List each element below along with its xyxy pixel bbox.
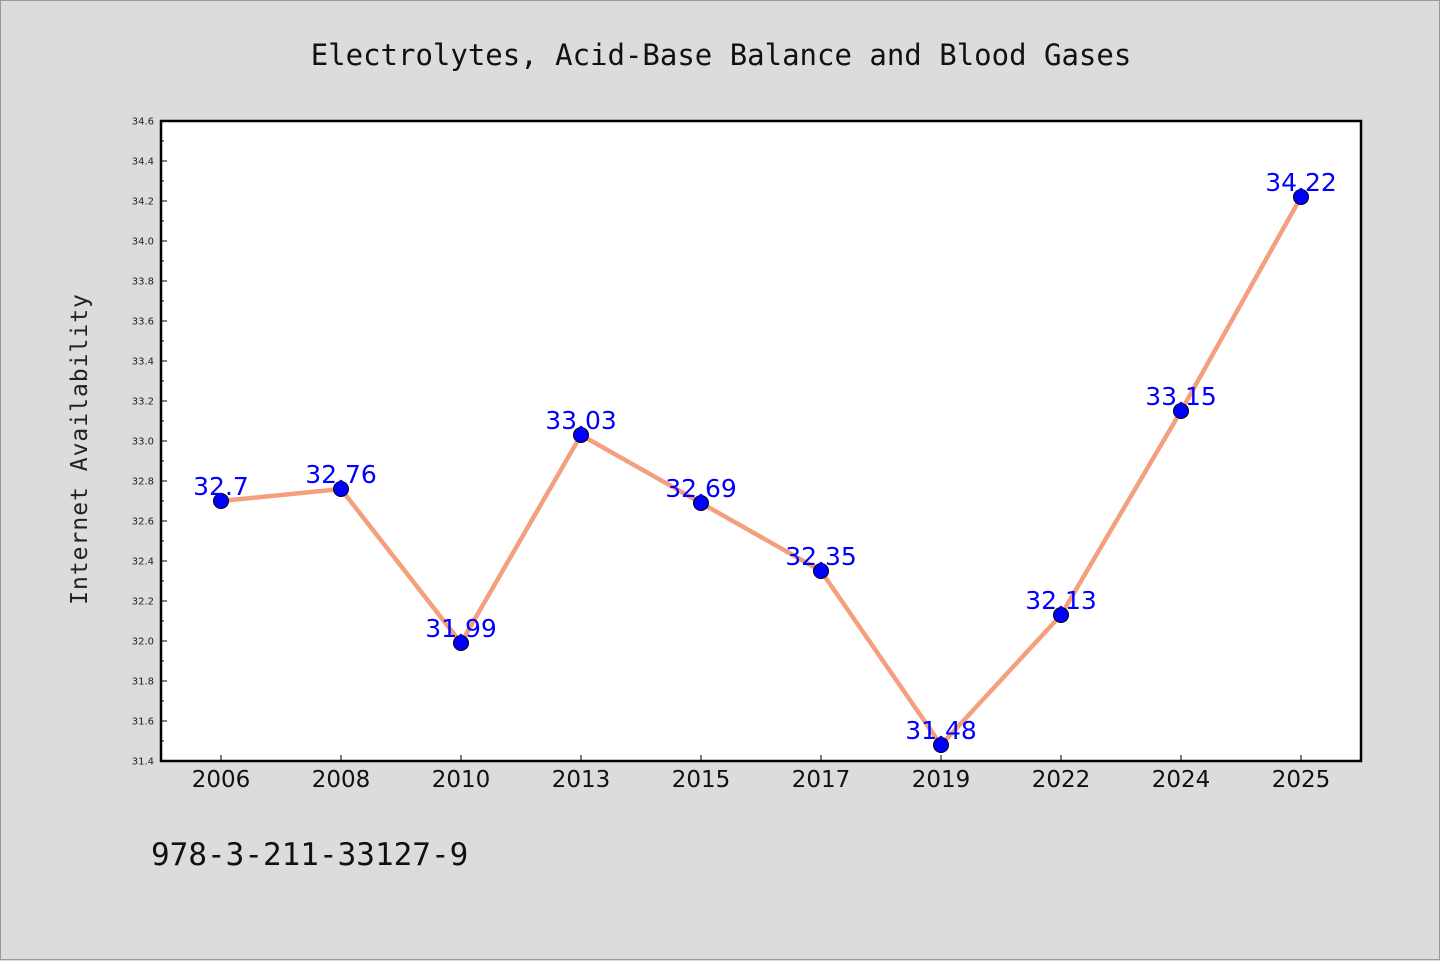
y-tick-label: 32.4 <box>132 557 154 568</box>
y-tick-label: 34.6 <box>132 117 154 128</box>
y-tick-label: 32.6 <box>132 517 154 528</box>
y-tick-label: 32.8 <box>132 477 154 488</box>
data-point-marker <box>213 493 229 509</box>
x-axis: 2006 2008 2010 2013 2015 2017 2019 2022 2024 2025 <box>192 755 1331 793</box>
y-tick-label: 33.8 <box>132 277 154 288</box>
data-series: 32.7 32.76 31.99 33.03 32.69 32.35 31.48 32.13 3… <box>193 168 1337 753</box>
x-tick-label: 2013 <box>552 767 611 793</box>
y-axis-label: Internet Availability <box>67 293 93 605</box>
data-point-marker <box>813 563 829 579</box>
footer-isbn: 978-3-211-33127-9 <box>151 837 468 873</box>
data-point-marker <box>573 427 589 443</box>
y-tick-label: 31.8 <box>132 677 154 688</box>
data-point-marker <box>1293 189 1309 205</box>
data-label: 32.69 <box>665 474 737 503</box>
y-tick-label: 31.6 <box>132 717 154 728</box>
y-axis: 31.4 31.6 31.8 32.0 32.2 32.4 32.6 32.8 33.0 33.2… <box>132 117 167 768</box>
y-tick-label: 33.0 <box>132 437 154 448</box>
y-tick-label: 31.4 <box>132 757 154 768</box>
y-tick-label: 32.0 <box>132 637 154 648</box>
data-label: 32.13 <box>1025 586 1097 615</box>
data-label: 33.03 <box>545 406 617 435</box>
chart-title: Electrolytes, Acid-Base Balance and Bloo… <box>311 38 1132 72</box>
y-tick-label: 33.6 <box>132 317 154 328</box>
x-tick-label: 2010 <box>432 767 491 793</box>
data-label: 34.22 <box>1265 168 1337 197</box>
data-point-marker <box>933 737 949 753</box>
x-tick-label: 2017 <box>792 767 851 793</box>
y-tick-label: 33.4 <box>132 357 154 368</box>
y-tick-label: 34.0 <box>132 237 154 248</box>
data-point-marker <box>333 481 349 497</box>
x-tick-label: 2022 <box>1032 767 1091 793</box>
y-tick-label: 33.2 <box>132 397 154 408</box>
data-label: 32.7 <box>193 472 249 501</box>
x-tick-label: 2019 <box>912 767 971 793</box>
data-label: 32.76 <box>305 460 377 489</box>
data-label: 31.99 <box>425 614 497 643</box>
plot-area <box>159 119 1363 763</box>
x-tick-label: 2024 <box>1152 767 1211 793</box>
data-label: 31.48 <box>905 716 977 745</box>
x-tick-label: 2025 <box>1272 767 1331 793</box>
y-tick-label: 32.2 <box>132 597 154 608</box>
y-tick-label: 34.4 <box>132 157 154 168</box>
data-point-marker <box>1053 607 1069 623</box>
data-point-marker <box>1173 403 1189 419</box>
data-point-marker <box>693 495 709 511</box>
data-label: 33.15 <box>1145 382 1217 411</box>
x-tick-label: 2008 <box>312 767 371 793</box>
data-label: 32.35 <box>785 542 857 571</box>
y-tick-label: 34.2 <box>132 197 154 208</box>
series-line <box>218 194 1304 748</box>
x-tick-label: 2006 <box>192 767 251 793</box>
x-tick-label: 2015 <box>672 767 731 793</box>
data-point-marker <box>453 635 469 651</box>
